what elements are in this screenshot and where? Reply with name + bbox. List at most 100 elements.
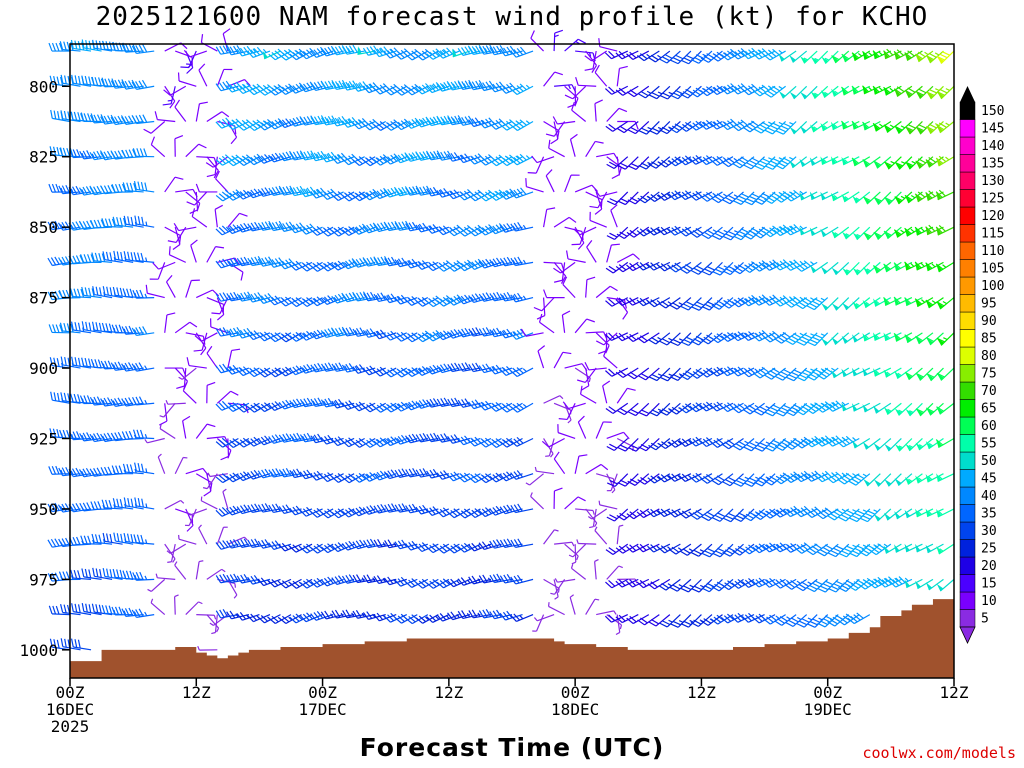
wind-barb: [373, 221, 397, 233]
wind-barb: [615, 543, 639, 554]
wind-barb: [352, 257, 376, 268]
wind-barb: [203, 473, 212, 497]
wind-barb: [257, 614, 281, 624]
wind-barb: [289, 432, 313, 443]
wind-barb: [110, 397, 134, 407]
wind-barb: [510, 367, 534, 378]
wind-barb: [548, 139, 565, 158]
wind-barb: [157, 453, 166, 474]
colorbar-min-arrow: [959, 626, 976, 644]
wind-barb: [689, 226, 713, 238]
wind-barb: [331, 79, 355, 91]
wind-barb: [164, 85, 176, 109]
wind-barb: [562, 401, 586, 410]
wind-barb: [586, 239, 597, 263]
wind-barb: [510, 574, 534, 585]
wind-barb: [585, 191, 603, 209]
wind-barb: [636, 50, 660, 62]
wind-barb: [195, 423, 216, 439]
wind-barb: [215, 170, 229, 193]
wind-barb: [155, 573, 176, 580]
wind-barb: [637, 191, 660, 204]
wind-barb: [602, 380, 611, 404]
wind-barb: [164, 543, 176, 563]
wind-barb: [573, 226, 597, 236]
wind-barb: [720, 402, 744, 413]
wind-barb: [331, 115, 355, 127]
wind-barb: [174, 561, 187, 580]
wind-barb: [478, 258, 502, 269]
wind-barb: [574, 184, 599, 193]
wind-barb: [564, 85, 587, 100]
wind-barb: [489, 505, 513, 516]
wind-barb: [545, 438, 555, 457]
colorbar: 5 10 15 20 25 30 35 40 45 50 55 60 65 70 75 80 85 90 95 100…: [959, 86, 1004, 644]
wind-barb: [690, 543, 713, 557]
wind-barb: [131, 326, 155, 337]
wind-barb: [668, 543, 692, 555]
wind-barb: [478, 80, 502, 92]
wind-barb: [575, 76, 597, 87]
wind-barb: [530, 492, 544, 510]
wind-barb: [489, 118, 513, 130]
wind-barb: [268, 220, 292, 232]
wind-barb: [626, 332, 650, 343]
wind-barb: [626, 508, 650, 520]
wind-barb: [594, 99, 603, 122]
wind-barb: [247, 83, 271, 96]
wind-barb: [568, 543, 587, 558]
colorbar-swatch: [959, 591, 976, 610]
wind-barb: [741, 83, 765, 96]
colorbar-swatch: [959, 206, 976, 225]
wind-barb: [637, 473, 660, 485]
wind-barb: [499, 610, 523, 621]
wind-barb: [510, 83, 534, 96]
wind-barb: [627, 473, 650, 486]
wind-barb: [278, 399, 302, 410]
colorbar-swatch: [959, 469, 976, 488]
wind-barb: [112, 498, 134, 510]
wind-barb: [576, 367, 597, 383]
wind-barb: [543, 289, 565, 299]
wind-barb: [90, 219, 113, 229]
wind-barb: [100, 78, 123, 88]
wind-barb: [574, 454, 588, 474]
wind-barb: [193, 332, 208, 352]
wind-barb: [553, 579, 559, 600]
wind-barb: [648, 156, 671, 169]
wind-barb: [499, 504, 523, 515]
wind-barb: [373, 503, 397, 514]
wind-barb: [510, 436, 534, 447]
wind-barb: [383, 469, 407, 480]
wind-barb: [210, 318, 229, 334]
colorbar-swatch: [959, 486, 976, 505]
wind-barb: [700, 508, 723, 522]
colorbar-swatch: [959, 101, 976, 120]
wind-barb: [605, 261, 629, 274]
colorbar-label: 125: [981, 191, 1004, 206]
wind-barb: [689, 508, 713, 520]
wind-barb: [596, 610, 617, 616]
wind-barb: [182, 415, 191, 439]
wind-barb: [177, 72, 197, 87]
wind-barb: [48, 42, 70, 52]
wind-barb: [215, 292, 239, 302]
wind-barb: [510, 222, 534, 232]
wind-barb: [166, 543, 187, 554]
wind-barb: [227, 579, 238, 599]
wind-barb: [48, 605, 71, 616]
colorbar-swatch: [959, 224, 976, 243]
colorbar-label: 90: [981, 314, 997, 329]
wind-barb: [569, 594, 576, 615]
wind-barb: [936, 297, 955, 310]
wind-barb: [79, 150, 102, 160]
wind-barb: [236, 256, 260, 267]
wind-barb: [79, 395, 102, 405]
wind-barb: [190, 239, 198, 263]
wind-barb: [659, 614, 681, 628]
wind-barb: [564, 38, 587, 52]
wind-barb: [207, 472, 228, 478]
wind-barb: [604, 50, 629, 60]
colorbar-swatch: [959, 154, 976, 173]
colorbar-label: 50: [981, 454, 997, 469]
